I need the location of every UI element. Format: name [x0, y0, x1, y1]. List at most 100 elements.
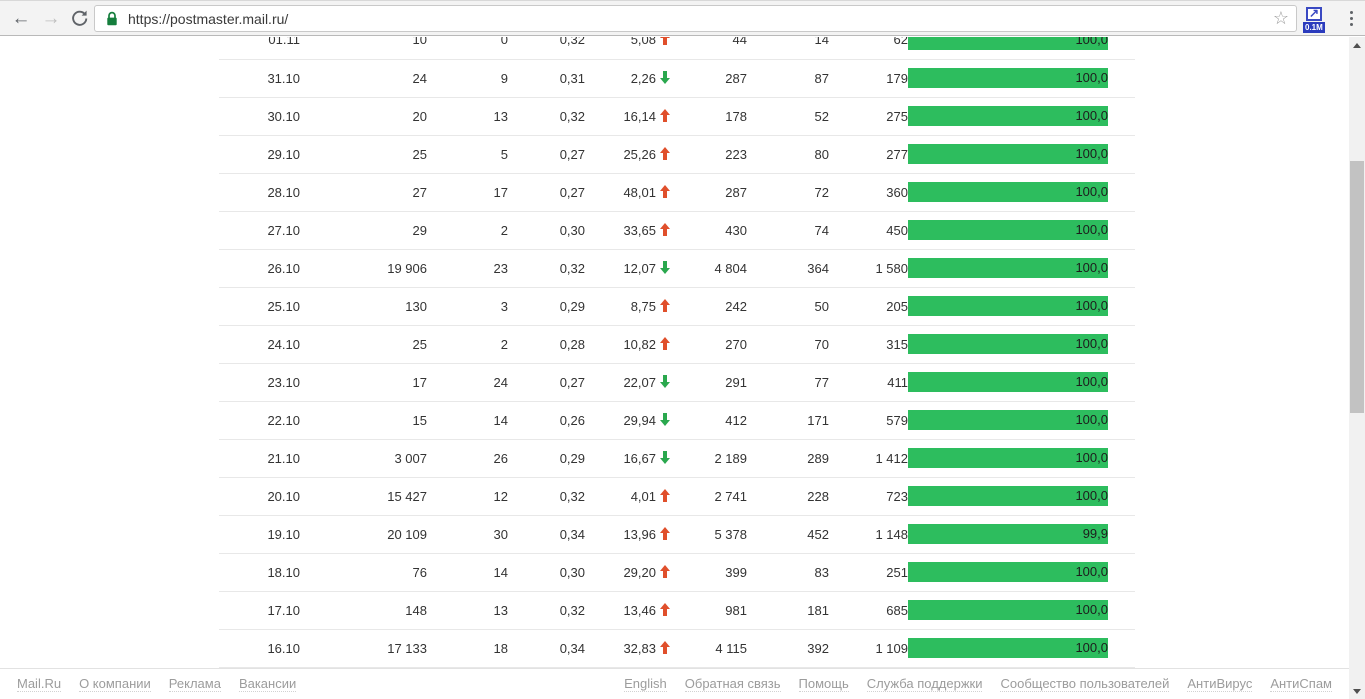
cell-v5: 412 — [670, 401, 747, 440]
table-row: 25.10 130 3 0,29 8,75 242 50 205 100,0 — [219, 287, 1135, 326]
cell-v5: 242 — [670, 287, 747, 326]
cell-v7: 685 — [829, 591, 908, 630]
cell-percent: 100,0 — [908, 97, 1135, 136]
bookmark-star-icon[interactable]: ☆ — [1272, 8, 1289, 28]
footer-link[interactable]: АнтиСпам — [1270, 676, 1332, 692]
extension-box-icon — [1306, 7, 1322, 21]
cell-v2: 13 — [427, 591, 508, 630]
delivery-percent-bar: 100,0 — [908, 296, 1108, 316]
table-row: 27.10 29 2 0,30 33,65 430 74 450 100,0 — [219, 211, 1135, 250]
forward-icon[interactable]: → — [41, 8, 61, 29]
cell-percent: 100,0 — [908, 37, 1135, 60]
cell-v2: 3 — [427, 287, 508, 326]
delivery-percent-bar: 100,0 — [908, 448, 1108, 468]
cell-v5: 4 115 — [670, 629, 747, 668]
cell-v4: 32,83 — [585, 629, 670, 668]
cell-v1: 10 — [300, 37, 427, 60]
cell-v3: 0,34 — [508, 515, 585, 554]
cell-v3: 0,29 — [508, 287, 585, 326]
table-row: 22.10 15 14 0,26 29,94 412 171 579 100,0 — [219, 401, 1135, 440]
cell-v2: 13 — [427, 97, 508, 136]
cell-v6: 228 — [747, 477, 829, 516]
footer-link[interactable]: АнтиВирус — [1187, 676, 1253, 692]
footer-link[interactable]: Обратная связь — [684, 676, 781, 692]
trend-down-icon — [660, 260, 670, 274]
vertical-scrollbar[interactable] — [1349, 37, 1365, 699]
cell-v7: 277 — [829, 135, 908, 174]
cell-v1: 29 — [300, 211, 427, 250]
cell-percent: 100,0 — [908, 363, 1135, 402]
cell-v3: 0,30 — [508, 211, 585, 250]
footer-link[interactable]: English — [624, 676, 667, 692]
cell-v1: 15 — [300, 401, 427, 440]
cell-date: 22.10 — [219, 401, 300, 440]
chrome-menu-icon[interactable] — [1340, 8, 1362, 30]
cell-v7: 1 412 — [829, 439, 908, 478]
cell-date: 25.10 — [219, 287, 300, 326]
cell-v5: 5 378 — [670, 515, 747, 554]
cell-date: 20.10 — [219, 477, 300, 516]
cell-v7: 251 — [829, 553, 908, 592]
cell-v3: 0,27 — [508, 135, 585, 174]
cell-v1: 148 — [300, 591, 427, 630]
address-bar[interactable]: https://postmaster.mail.ru/ ☆ — [94, 5, 1297, 32]
cell-percent: 100,0 — [908, 629, 1135, 668]
footer-link[interactable]: Вакансии — [238, 676, 297, 692]
table-row: 23.10 17 24 0,27 22,07 291 77 411 100,0 — [219, 363, 1135, 402]
footer-link[interactable]: Mail.Ru — [17, 676, 62, 692]
delivery-percent-bar: 100,0 — [908, 600, 1108, 620]
cell-v2: 30 — [427, 515, 508, 554]
trend-up-icon — [660, 488, 670, 502]
cell-v1: 19 906 — [300, 249, 427, 288]
footer-link[interactable]: Сообщество пользователей — [1000, 676, 1170, 692]
footer-link[interactable]: Служба поддержки — [866, 676, 983, 692]
scroll-down-icon[interactable] — [1349, 683, 1365, 699]
cell-percent: 100,0 — [908, 249, 1135, 288]
cell-v3: 0,30 — [508, 553, 585, 592]
table-row: 19.10 20 109 30 0,34 13,96 5 378 452 1 1… — [219, 515, 1135, 554]
cell-v2: 0 — [427, 37, 508, 60]
cell-v2: 23 — [427, 249, 508, 288]
cell-date: 27.10 — [219, 211, 300, 250]
cell-date: 01.11 — [219, 37, 300, 60]
cell-v6: 80 — [747, 135, 829, 174]
cell-v7: 411 — [829, 363, 908, 402]
cell-v6: 289 — [747, 439, 829, 478]
cell-v3: 0,32 — [508, 249, 585, 288]
secure-lock-icon — [106, 11, 118, 27]
footer-link[interactable]: Помощь — [798, 676, 849, 692]
cell-v3: 0,28 — [508, 325, 585, 364]
cell-v7: 360 — [829, 173, 908, 212]
cell-v7: 205 — [829, 287, 908, 326]
cell-percent: 100,0 — [908, 553, 1135, 592]
cell-v7: 1 580 — [829, 249, 908, 288]
cell-v5: 44 — [670, 37, 747, 60]
delivery-percent-bar: 100,0 — [908, 37, 1108, 50]
cell-v4: 10,82 — [585, 325, 670, 364]
extension-icon[interactable]: ↗ 0.1M — [1303, 6, 1329, 34]
cell-date: 16.10 — [219, 629, 300, 668]
cell-v2: 2 — [427, 211, 508, 250]
cell-v3: 0,32 — [508, 37, 585, 60]
cell-v4: 5,08 — [585, 37, 670, 60]
footer-link[interactable]: Реклама — [168, 676, 221, 692]
cell-v7: 450 — [829, 211, 908, 250]
table-row: 21.10 3 007 26 0,29 16,67 2 189 289 1 41… — [219, 439, 1135, 478]
scroll-up-icon[interactable] — [1349, 37, 1365, 53]
trend-up-icon — [660, 336, 670, 350]
cell-v7: 315 — [829, 325, 908, 364]
cell-v6: 72 — [747, 173, 829, 212]
delivery-percent-bar: 100,0 — [908, 144, 1108, 164]
table-row: 30.10 20 13 0,32 16,14 178 52 275 100,0 — [219, 97, 1135, 136]
reload-icon[interactable] — [66, 9, 92, 29]
cell-v7: 1 148 — [829, 515, 908, 554]
cell-v4: 29,94 — [585, 401, 670, 440]
table-row: 28.10 27 17 0,27 48,01 287 72 360 100,0 — [219, 173, 1135, 212]
footer-link[interactable]: О компании — [79, 676, 151, 692]
scrollbar-thumb[interactable] — [1350, 161, 1364, 413]
cell-v2: 26 — [427, 439, 508, 478]
cell-v2: 18 — [427, 629, 508, 668]
cell-v3: 0,26 — [508, 401, 585, 440]
cell-date: 23.10 — [219, 363, 300, 402]
back-icon[interactable]: ← — [11, 8, 31, 29]
